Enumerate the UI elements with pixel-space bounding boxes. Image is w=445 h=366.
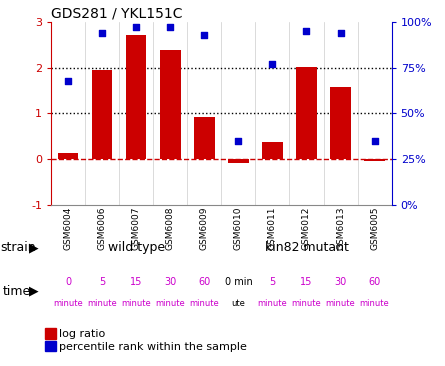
Text: 5: 5 xyxy=(99,277,105,287)
Bar xyxy=(364,159,385,161)
Bar xyxy=(126,35,146,159)
Bar xyxy=(262,142,283,159)
Point xyxy=(337,30,344,36)
Text: GDS281 / YKL151C: GDS281 / YKL151C xyxy=(51,7,183,21)
Text: minute: minute xyxy=(360,299,389,309)
Text: minute: minute xyxy=(121,299,151,309)
Bar xyxy=(296,67,317,159)
Text: 30: 30 xyxy=(334,277,347,287)
Bar xyxy=(194,117,214,159)
Text: strain: strain xyxy=(0,242,36,254)
Text: 0 min: 0 min xyxy=(225,277,252,287)
Bar xyxy=(228,159,249,163)
Bar xyxy=(92,70,113,159)
Text: minute: minute xyxy=(258,299,287,309)
Text: percentile rank within the sample: percentile rank within the sample xyxy=(59,341,247,352)
Text: 60: 60 xyxy=(368,277,381,287)
Text: 15: 15 xyxy=(130,277,142,287)
Text: 60: 60 xyxy=(198,277,210,287)
Text: ute: ute xyxy=(231,299,245,309)
Point xyxy=(99,30,106,36)
Text: wild type: wild type xyxy=(108,242,165,254)
Text: 15: 15 xyxy=(300,277,313,287)
Point xyxy=(235,138,242,144)
Bar xyxy=(160,51,181,159)
Point xyxy=(65,78,72,83)
Text: ▶: ▶ xyxy=(28,242,38,254)
Text: log ratio: log ratio xyxy=(59,329,105,339)
Bar xyxy=(58,153,78,159)
Point xyxy=(133,25,140,30)
Text: minute: minute xyxy=(190,299,219,309)
Text: ▶: ▶ xyxy=(28,285,38,298)
Point xyxy=(303,28,310,34)
Text: minute: minute xyxy=(155,299,185,309)
Text: minute: minute xyxy=(291,299,321,309)
Text: 0: 0 xyxy=(65,277,71,287)
Point xyxy=(269,61,276,67)
Bar xyxy=(330,87,351,159)
Text: minute: minute xyxy=(326,299,356,309)
Text: 30: 30 xyxy=(164,277,177,287)
Text: minute: minute xyxy=(53,299,83,309)
Point xyxy=(201,32,208,38)
Point xyxy=(371,138,378,144)
Text: kin82 mutant: kin82 mutant xyxy=(265,242,348,254)
Text: minute: minute xyxy=(87,299,117,309)
Point xyxy=(167,25,174,30)
Text: 5: 5 xyxy=(269,277,275,287)
Text: time: time xyxy=(2,285,30,298)
